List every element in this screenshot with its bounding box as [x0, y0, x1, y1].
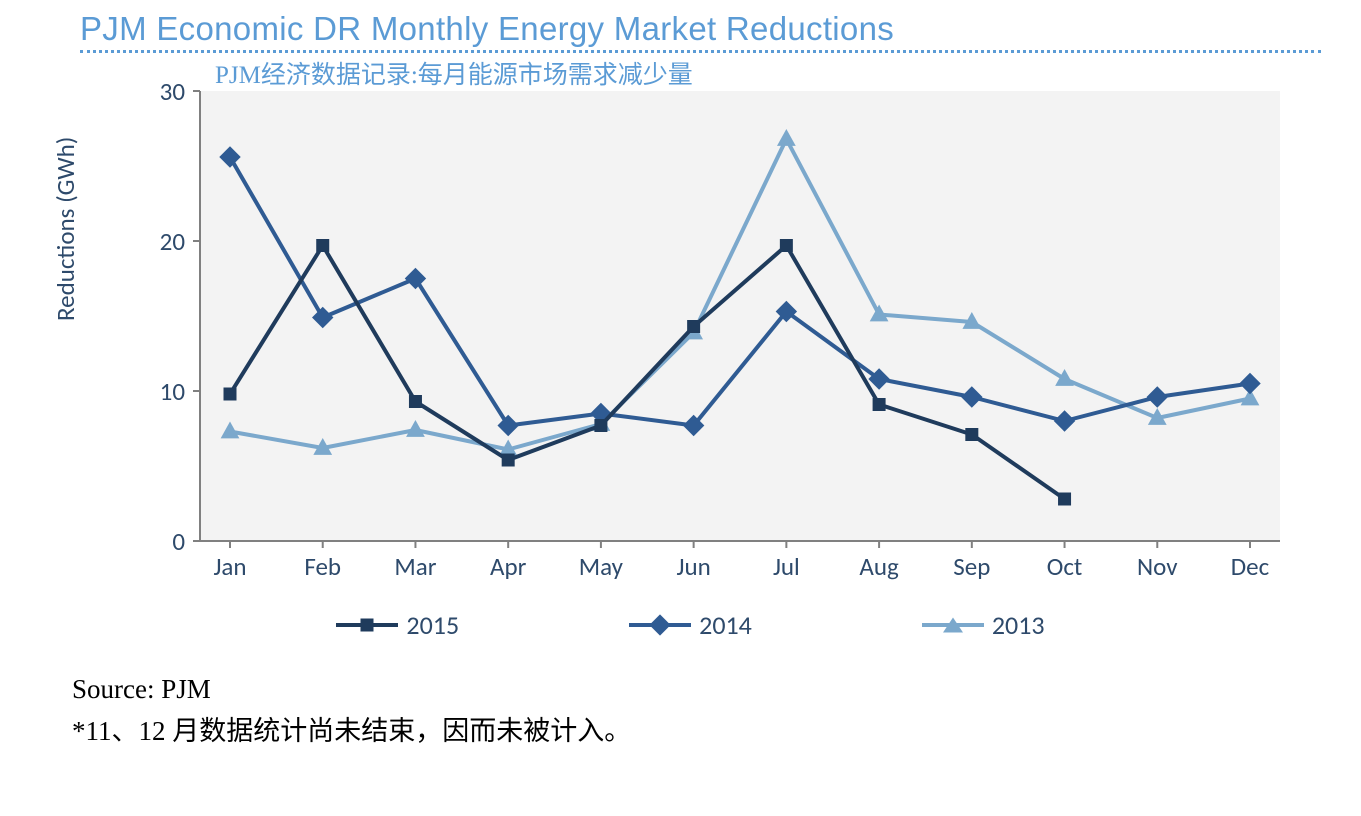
chart-title: PJM Economic DR Monthly Energy Market Re… [80, 10, 1321, 48]
svg-text:Sep: Sep [953, 551, 990, 582]
svg-text:10: 10 [160, 376, 186, 407]
svg-text:Apr: Apr [490, 551, 527, 582]
legend-label: 2015 [406, 609, 459, 641]
svg-text:20: 20 [160, 226, 186, 257]
legend-item: 2015 [336, 609, 459, 641]
source-text: Source: PJM [72, 669, 1321, 711]
svg-text:Mar: Mar [394, 551, 436, 582]
chart-legend: 2015 2014 2013 [60, 609, 1321, 641]
title-divider [80, 50, 1321, 53]
footnotes: Source: PJM *11、12 月数据统计尚未结束，因而未被计入。 [72, 669, 1321, 753]
legend-label: 2013 [992, 609, 1045, 641]
legend-label: 2014 [699, 609, 752, 641]
svg-text:May: May [579, 551, 624, 582]
svg-text:Jul: Jul [773, 551, 800, 582]
chart-area: Reductions (GWh) 0102030JanFebMarAprMayJ… [60, 61, 1321, 641]
line-chart: 0 10 20 30 Jan Feb Mar Apr May Jun Jul Aug Sep Oct Nov… [60, 61, 1290, 601]
svg-text:Aug: Aug [859, 551, 899, 582]
y-axis-label: Reductions (GWh) [50, 137, 81, 321]
svg-text:Dec: Dec [1231, 551, 1270, 582]
svg-text:Oct: Oct [1047, 551, 1083, 582]
footnote-text: *11、12 月数据统计尚未结束，因而未被计入。 [72, 711, 1321, 753]
svg-text:30: 30 [160, 76, 186, 107]
svg-text:Jan: Jan [213, 551, 246, 582]
legend-item: 2013 [922, 609, 1045, 641]
svg-text:Jun: Jun [677, 551, 711, 582]
svg-text:0: 0 [172, 526, 185, 557]
svg-text:Nov: Nov [1137, 551, 1178, 582]
svg-text:Feb: Feb [304, 551, 341, 582]
legend-item: 2014 [629, 609, 752, 641]
